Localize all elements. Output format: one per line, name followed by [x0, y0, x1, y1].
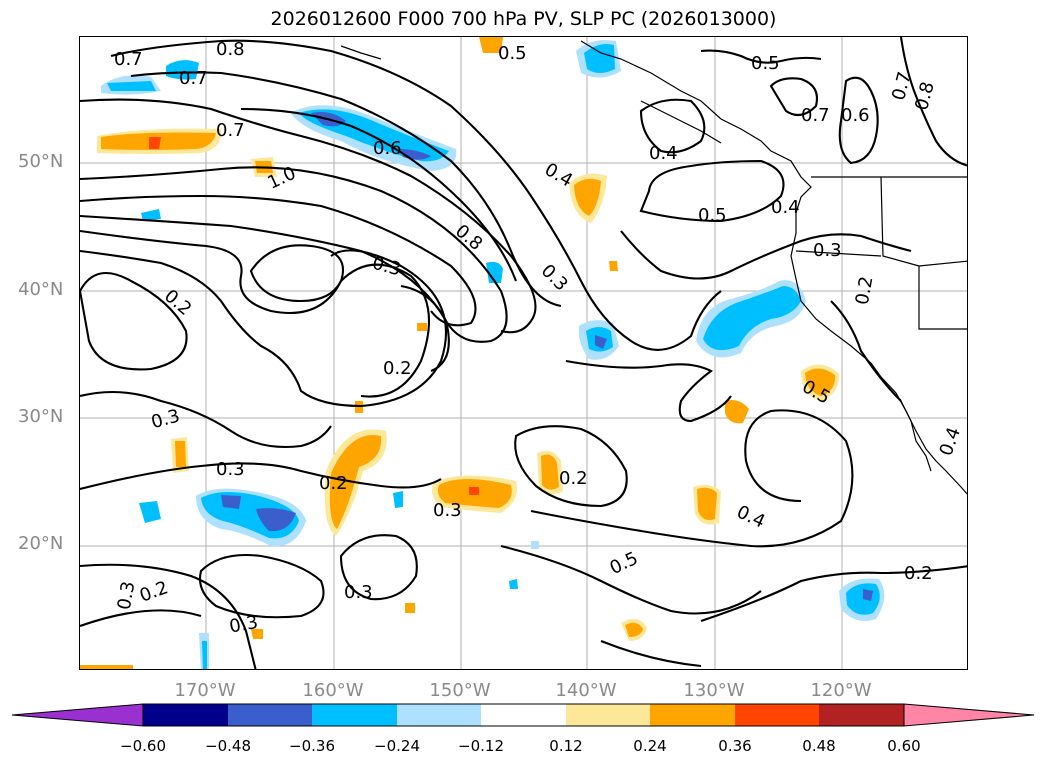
contour-label: 0.3 [344, 582, 373, 603]
contour-label: 0.2 [559, 468, 588, 489]
lon-label-140w: 140°W [555, 680, 617, 701]
contour-label: 0.5 [498, 43, 527, 64]
map-title: 2026012600 F000 700 hPa PV, SLP PC (2026… [270, 8, 777, 30]
contour-label: 0.7 [114, 49, 143, 70]
lon-label-170w: 170°W [174, 680, 236, 701]
pv-positive-shading [80, 37, 840, 669]
colorbar-cell [650, 704, 735, 726]
lon-label-160w: 160°W [302, 680, 364, 701]
contour-label: 0.2 [137, 577, 171, 607]
colorbar-tick-label: −0.48 [205, 737, 251, 755]
contour-label: 0.8 [216, 39, 245, 60]
colorbar-tick-label: −0.60 [120, 737, 166, 755]
contour-label: 0.6 [841, 105, 870, 126]
colorbar-tick-label: −0.24 [374, 737, 420, 755]
colorbar-tick-label: 0.24 [633, 737, 667, 755]
contour-label: 0.6 [373, 138, 402, 159]
lon-label-120w: 120°W [810, 680, 872, 701]
contour-label: 0.3 [149, 405, 182, 433]
lat-label-40n: 40°N [18, 279, 64, 300]
colorbar-tick-label: −0.12 [458, 737, 504, 755]
contour-label: 0.5 [607, 548, 642, 579]
colorbar-tick-label: 0.36 [718, 737, 752, 755]
contour-label: 0.2 [319, 473, 348, 494]
colorbar-cell [397, 704, 481, 726]
colorbar-tick-label: 0.48 [802, 737, 836, 755]
contour-label: 0.3 [228, 612, 260, 638]
lon-label-130w: 130°W [683, 680, 745, 701]
contour-label: 0.3 [537, 260, 572, 295]
contour-label: 0.2 [383, 358, 412, 379]
contour-label: 0.3 [433, 500, 462, 521]
lat-label-50n: 50°N [18, 151, 64, 172]
colorbar-cell [566, 704, 650, 726]
contour-label: 0.7 [888, 70, 916, 103]
colorbar-cell [481, 704, 566, 726]
contour-label: 0.3 [813, 240, 842, 261]
colorbar-outline [142, 703, 905, 727]
contour-label: 0.5 [751, 53, 780, 74]
contour-label: 0.7 [179, 68, 208, 89]
colorbar-cell [143, 704, 228, 726]
colorbar-cell [228, 704, 312, 726]
contour-label: 0.8 [911, 80, 939, 113]
colorbar-cells [11, 703, 1035, 727]
contour-label: 0.7 [801, 105, 830, 126]
contour-labels: 0.7 0.8 0.7 0.5 0.5 0.7 0.6 0.7 0.8 0.7 … [114, 39, 965, 638]
map-panel: 0.7 0.8 0.7 0.5 0.5 0.7 0.6 0.7 0.8 0.7 … [79, 36, 968, 670]
contour-label: 0.3 [370, 253, 403, 281]
contour-label: 0.5 [698, 205, 727, 226]
contour-label: 0.4 [771, 197, 800, 218]
contour-label: 0.2 [904, 563, 933, 584]
contour-label: 0.3 [216, 459, 245, 480]
contour-label: 0.4 [936, 425, 966, 459]
colorbar-tick-label: −0.36 [289, 737, 335, 755]
lat-label-20n: 20°N [18, 533, 64, 554]
contour-label: 0.4 [733, 502, 768, 533]
lon-label-150w: 150°W [429, 680, 491, 701]
colorbar-cell [819, 704, 904, 726]
colorbar-tick-label: 0.12 [549, 737, 583, 755]
pv-contours [80, 37, 967, 669]
colorbar-tick-label: 0.60 [887, 737, 921, 755]
colorbar-extend-high [903, 703, 1035, 727]
map-svg: 0.7 0.8 0.7 0.5 0.5 0.7 0.6 0.7 0.8 0.7 … [80, 37, 967, 669]
coastlines [340, 40, 967, 495]
colorbar [11, 703, 1035, 727]
colorbar-extend-low [11, 703, 144, 727]
contour-label: 0.2 [852, 275, 878, 307]
contour-label: 0.7 [216, 120, 245, 141]
contour-label: 0.3 [114, 580, 140, 612]
colorbar-cell [312, 704, 397, 726]
colorbar-cell [735, 704, 819, 726]
contour-label: 0.4 [649, 143, 678, 164]
lat-label-30n: 30°N [18, 406, 64, 427]
